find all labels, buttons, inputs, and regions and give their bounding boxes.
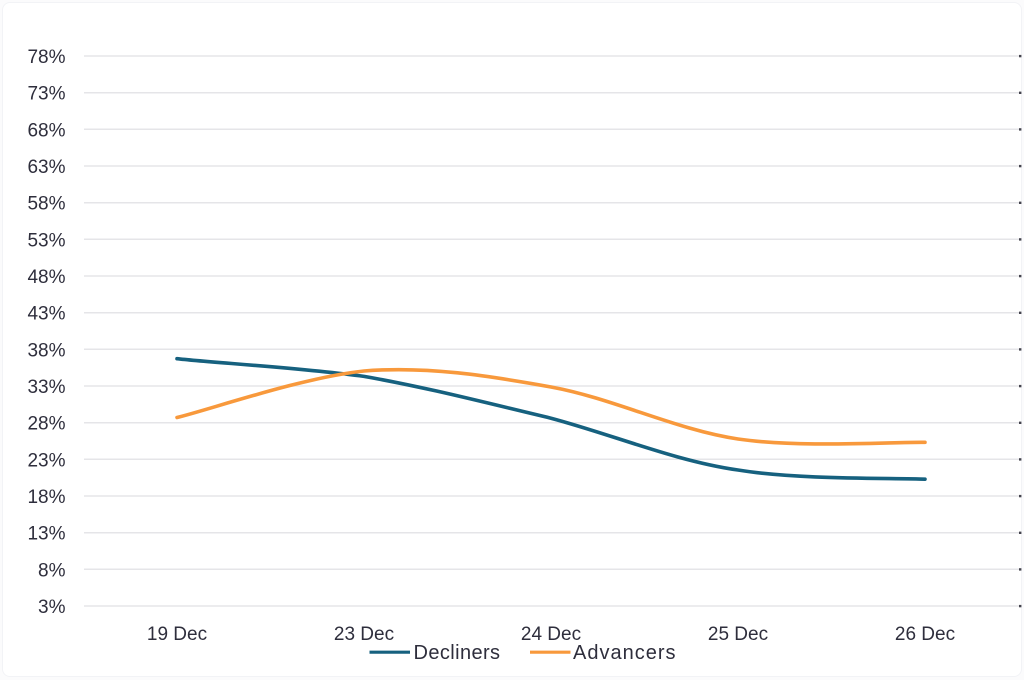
svg-text:26 Dec: 26 Dec	[895, 624, 955, 645]
svg-text:23%: 23%	[27, 450, 65, 471]
svg-text:18%: 18%	[27, 487, 65, 508]
svg-text:23 Dec: 23 Dec	[334, 624, 394, 645]
svg-text:Decliners: Decliners	[414, 642, 501, 664]
svg-text:33%: 33%	[27, 377, 65, 398]
svg-text:78%: 78%	[27, 47, 65, 68]
svg-text:38%: 38%	[27, 340, 65, 361]
svg-text:63%: 63%	[27, 157, 65, 178]
svg-text:43%: 43%	[27, 304, 65, 325]
svg-text:28%: 28%	[27, 414, 65, 435]
svg-text:58%: 58%	[27, 194, 65, 215]
svg-text:19 Dec: 19 Dec	[147, 624, 207, 645]
svg-text:73%: 73%	[27, 84, 65, 105]
svg-text:8%: 8%	[38, 560, 66, 581]
svg-text:24 Dec: 24 Dec	[521, 624, 581, 645]
svg-text:13%: 13%	[27, 524, 65, 545]
svg-text:25 Dec: 25 Dec	[708, 624, 768, 645]
svg-text:3%: 3%	[38, 597, 66, 618]
svg-text:53%: 53%	[27, 230, 65, 251]
svg-text:Advancers: Advancers	[573, 642, 677, 664]
svg-text:48%: 48%	[27, 267, 65, 288]
svg-text:68%: 68%	[27, 120, 65, 141]
